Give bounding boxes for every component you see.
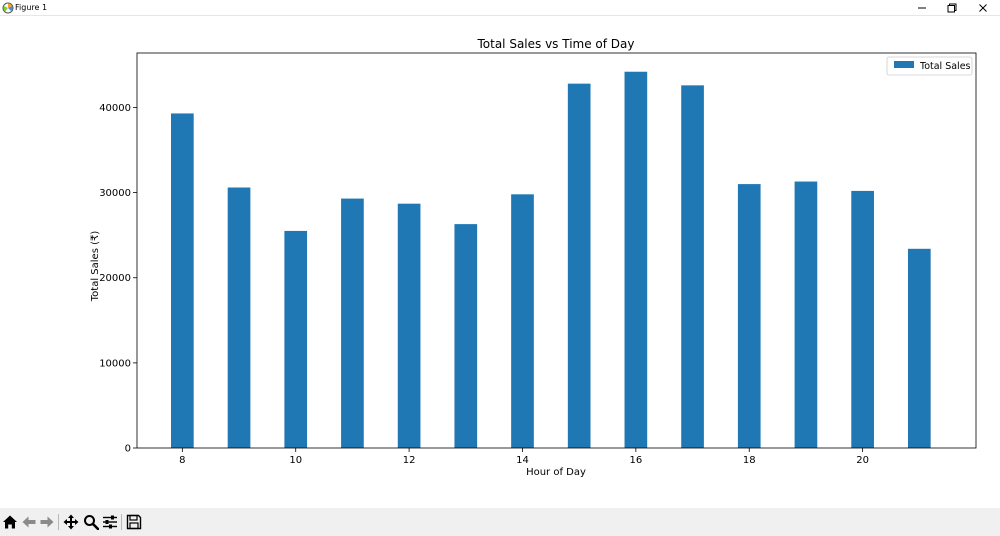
configure-subplots-icon xyxy=(103,515,117,529)
y-tick-label: 20000 xyxy=(99,273,131,284)
y-axis-label: Total Sales (₹) xyxy=(90,231,101,303)
x-tick-label: 18 xyxy=(743,455,756,466)
bar-hour-11 xyxy=(341,198,364,448)
minimize-icon xyxy=(918,7,926,9)
maximize-button[interactable] xyxy=(937,0,967,16)
x-tick-label: 20 xyxy=(856,455,869,466)
bar-hour-8 xyxy=(171,113,194,449)
navigation-toolbar xyxy=(0,508,1000,536)
zoom-button[interactable] xyxy=(83,514,99,530)
x-tick-label: 16 xyxy=(629,455,642,466)
close-icon xyxy=(979,4,987,12)
bar-hour-20 xyxy=(851,190,874,448)
bar-hour-15 xyxy=(567,83,591,449)
save-button[interactable] xyxy=(126,514,142,530)
forward-button[interactable] xyxy=(39,514,55,530)
back-button[interactable] xyxy=(21,514,37,530)
maximize-icon xyxy=(947,3,957,13)
bar-hour-17 xyxy=(681,85,704,449)
y-tick-label: 0 xyxy=(125,444,131,455)
bar-hour-10 xyxy=(284,230,308,448)
y-tick-label: 40000 xyxy=(99,103,131,114)
axis-ticks: 8 10 12 14 16 18 20 0 10000 20000 30000 40000 xyxy=(99,103,869,466)
close-button[interactable] xyxy=(968,0,998,16)
toolbar-separator xyxy=(121,514,122,530)
window-title: Figure 1 xyxy=(15,3,48,12)
bar-hour-21 xyxy=(907,248,931,448)
x-tick-label: 14 xyxy=(516,455,529,466)
chart-title: Total Sales vs Time of Day xyxy=(476,37,634,51)
plot-frame xyxy=(136,52,977,449)
bar-series xyxy=(171,71,931,449)
pan-button[interactable] xyxy=(63,514,79,530)
bar-hour-12 xyxy=(397,203,421,448)
zoom-icon xyxy=(84,515,99,530)
bar-hour-18 xyxy=(737,184,761,449)
bar-chart: Total Sales vs Time of Day Hour of Day T… xyxy=(90,37,977,478)
back-icon xyxy=(22,516,36,528)
legend-swatch xyxy=(894,61,914,68)
x-tick-label: 12 xyxy=(403,455,416,466)
window-titlebar: Figure 1 xyxy=(0,0,1000,16)
x-tick-label: 8 xyxy=(179,455,185,466)
legend: Total Sales xyxy=(886,56,973,76)
configure-subplots-button[interactable] xyxy=(102,514,118,530)
x-tick-label: 10 xyxy=(289,455,302,466)
pan-icon xyxy=(63,514,79,530)
bar-hour-19 xyxy=(794,181,818,448)
figure-canvas[interactable]: Total Sales vs Time of Day Hour of Day T… xyxy=(0,16,1000,508)
bar-hour-14 xyxy=(511,194,534,448)
save-icon xyxy=(126,514,142,530)
bar-hour-9 xyxy=(227,187,251,448)
toolbar-separator xyxy=(58,514,59,530)
forward-icon xyxy=(40,516,54,528)
home-icon xyxy=(3,515,17,529)
bar-hour-16 xyxy=(624,71,648,448)
y-tick-label: 10000 xyxy=(99,358,131,369)
matplotlib-icon xyxy=(2,2,14,14)
y-tick-label: 30000 xyxy=(99,188,131,199)
home-button[interactable] xyxy=(2,514,18,530)
legend-label: Total Sales xyxy=(919,61,971,72)
x-axis-label: Hour of Day xyxy=(526,467,586,478)
bar-hour-13 xyxy=(454,224,478,448)
minimize-button[interactable] xyxy=(907,0,937,16)
